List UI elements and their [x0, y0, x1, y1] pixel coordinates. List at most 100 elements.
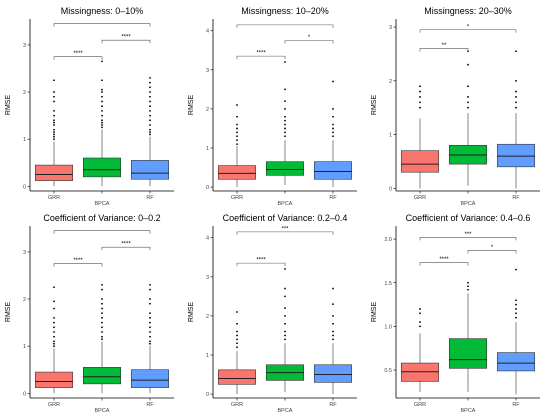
outlier-point: [236, 115, 238, 118]
outlier-point: [149, 100, 151, 103]
chart-title: Coefficient of Variance: 0–0.2: [43, 213, 160, 223]
outlier-point: [149, 105, 151, 108]
outlier-point: [101, 95, 103, 98]
x-tick-label: BPCA: [95, 201, 110, 207]
significance-bracket: [101, 246, 151, 251]
outlier-point: [53, 316, 55, 319]
outlier-point: [101, 88, 103, 91]
y-tick-label: 1.5: [384, 281, 392, 287]
chart-panel-4: Coefficient of Variance: 0–0.2 RMSE 0 1 2 3 GR…: [5, 213, 174, 414]
outlier-point: [467, 281, 469, 284]
significance-label: *: [491, 245, 494, 251]
iqr-box: [313, 364, 353, 383]
chart-panel-6: Coefficient of Variance: 0.4–0.6 RMSE 0.5 1…: [371, 213, 540, 414]
outlier-point: [53, 121, 55, 124]
box-grr: [217, 104, 257, 188]
box-bpca: [82, 60, 122, 187]
outlier-point: [53, 326, 55, 329]
significance-label: *: [467, 24, 470, 30]
outlier-point: [419, 312, 421, 315]
outlier-point: [53, 135, 55, 138]
outlier-point: [419, 96, 421, 98]
significance-label: ****: [73, 51, 83, 57]
outlier-point: [149, 95, 151, 98]
x-tick-label: GRR: [414, 402, 426, 408]
outlier-point: [101, 109, 103, 112]
outlier-point: [53, 138, 55, 141]
outlier-point: [149, 124, 151, 126]
significance-bracket: [53, 230, 151, 234]
x-tick-label: BPCA: [95, 408, 110, 414]
iqr-box: [496, 352, 536, 372]
outlier-point: [149, 342, 151, 345]
outlier-point: [236, 123, 238, 126]
outlier-point: [101, 124, 103, 126]
y-tick-label: 4: [206, 29, 209, 35]
outlier-point: [101, 298, 103, 300]
outlier-point: [101, 284, 103, 286]
iqr-box: [217, 165, 257, 180]
iqr-box: [496, 143, 536, 168]
outlier-point: [467, 101, 469, 104]
outlier-point: [284, 315, 286, 317]
box-grr: [400, 85, 440, 189]
y-tick-label: 0: [206, 392, 209, 398]
outlier-point: [149, 340, 151, 343]
box-bpca: [265, 61, 305, 186]
outlier-point: [101, 338, 103, 340]
outlier-point: [284, 135, 286, 138]
outlier-point: [149, 321, 151, 324]
y-tick-label: 3: [23, 250, 26, 256]
outlier-point: [332, 131, 334, 134]
y-axis-label: RMSE: [188, 95, 195, 116]
outlier-point: [149, 288, 151, 291]
outlier-point: [467, 85, 469, 88]
outlier-point: [284, 322, 286, 325]
outlier-point: [515, 106, 517, 109]
outlier-point: [332, 135, 334, 138]
outlier-point: [515, 316, 517, 319]
chart-title: Missingness: 0–10%: [61, 6, 144, 16]
outlier-point: [149, 91, 151, 93]
outlier-point: [332, 80, 334, 83]
outlier-point: [515, 50, 517, 53]
y-tick-label: 0: [389, 186, 392, 192]
significance-bracket: [467, 250, 517, 254]
significance-label: ****: [256, 258, 266, 264]
outlier-point: [149, 284, 151, 286]
box-rf: [130, 284, 170, 394]
x-tick-label: GRR: [414, 195, 426, 201]
box-rf: [313, 80, 353, 188]
outlier-point: [149, 302, 151, 305]
outlier-point: [53, 133, 55, 136]
outlier-point: [467, 288, 469, 291]
x-tick-label: GRR: [231, 402, 243, 408]
outlier-point: [236, 346, 238, 349]
outlier-point: [515, 312, 517, 315]
outlier-point: [284, 307, 286, 309]
iqr-box: [313, 161, 353, 180]
significance-label: ****: [439, 257, 449, 263]
significance-bracket: [53, 23, 151, 27]
outlier-point: [284, 287, 286, 290]
outlier-point: [236, 322, 238, 325]
outlier-point: [515, 299, 517, 302]
outlier-point: [53, 100, 55, 103]
outlier-point: [332, 123, 334, 126]
outlier-point: [101, 79, 103, 82]
significance-bracket: [236, 24, 334, 28]
y-axis-label: RMSE: [5, 95, 12, 116]
outlier-point: [53, 300, 55, 303]
chart-panel-2: Missingness: 10–20%RMSE01234GRRBPCARF***…: [188, 6, 357, 207]
outlier-point: [332, 322, 334, 325]
outlier-point: [419, 85, 421, 88]
y-tick-label: 2: [389, 79, 392, 85]
significance-bracket: [53, 263, 103, 267]
outlier-point: [149, 335, 151, 338]
significance-bracket: [419, 262, 469, 266]
significance-bracket: [101, 39, 151, 44]
y-tick-label: 0.5: [384, 368, 392, 374]
y-tick-label: 3: [206, 275, 209, 281]
outlier-point: [284, 334, 286, 337]
